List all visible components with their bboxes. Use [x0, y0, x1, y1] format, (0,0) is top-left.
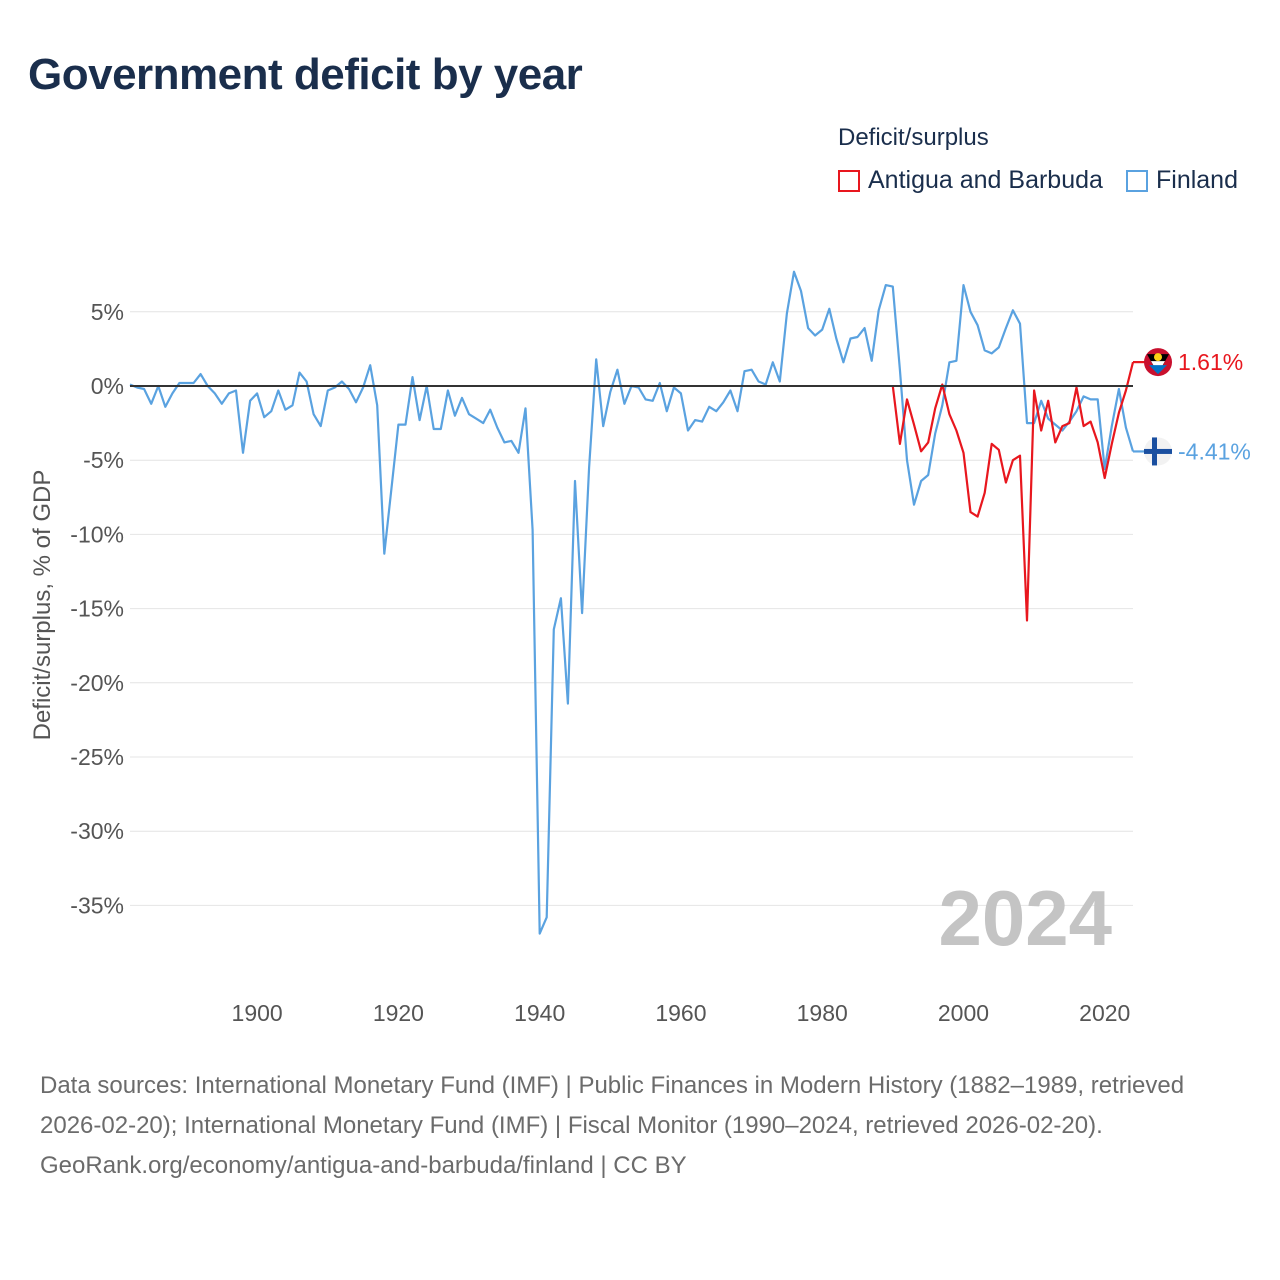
x-tick-label: 2000 [938, 1000, 989, 1026]
flag-icon-antigua-and-barbuda [1144, 348, 1172, 377]
data-sources: Data sources: International Monetary Fun… [40, 1072, 1185, 1139]
x-tick-label: 1940 [514, 1000, 565, 1026]
flag-icon-finland [1144, 437, 1172, 466]
legend-swatch-finland [1126, 169, 1148, 192]
legend-label-finland: Finland [1156, 166, 1238, 194]
x-tick-label: 1920 [373, 1000, 424, 1026]
end-value-label-finland: -4.41% [1178, 438, 1251, 464]
y-tick-label: -25% [70, 744, 124, 770]
y-tick-label: -20% [70, 670, 124, 696]
legend-label-antigua: Antigua and Barbuda [868, 166, 1103, 194]
end-markers: -4.41% 1.61% [1133, 348, 1251, 466]
y-tick-label: -5% [83, 447, 124, 473]
y-tick-label: -10% [70, 521, 124, 547]
y-axis-ticks: 5% 0% -5% -10% -15% -20% -25% -30% -35% [70, 299, 124, 919]
x-tick-label: 1980 [797, 1000, 848, 1026]
gridlines [130, 311, 1133, 906]
y-axis-title: Deficit/surplus, % of GDP [29, 470, 56, 741]
x-tick-label: 2020 [1079, 1000, 1130, 1026]
x-tick-label: 1900 [232, 1000, 283, 1026]
legend-swatch-antigua [838, 169, 860, 192]
end-value-label-antigua-and-barbuda: 1.61% [1178, 349, 1243, 375]
year-watermark: 2024 [938, 874, 1112, 962]
y-tick-label: -35% [70, 892, 124, 918]
chart-title: Government deficit by year [28, 50, 583, 99]
line-chart: 5% 0% -5% -10% -15% -20% -25% -30% -35% 1900 1920… [29, 270, 1251, 1026]
credit-link[interactable]: GeoRank.org/economy/antigua-and-barbuda/… [40, 1152, 687, 1179]
series-line-finland [129, 270, 1135, 935]
legend-item-antigua[interactable]: Antigua and Barbuda [838, 166, 1103, 195]
x-tick-label: 1960 [655, 1000, 706, 1026]
legend-item-finland[interactable]: Finland [1126, 166, 1238, 195]
legend-title: Deficit/surplus [838, 124, 989, 151]
y-tick-label: -30% [70, 818, 124, 844]
y-tick-label: 5% [91, 299, 124, 325]
y-tick-label: -15% [70, 596, 124, 622]
series-line-antigua-and-barbuda [891, 361, 1135, 622]
footer: Data sources: International Monetary Fun… [40, 1066, 1240, 1186]
series-lines [129, 270, 1135, 935]
y-tick-label: 0% [91, 373, 124, 399]
x-axis-ticks: 1900 1920 1940 1960 1980 2000 2020 [232, 1000, 1131, 1026]
